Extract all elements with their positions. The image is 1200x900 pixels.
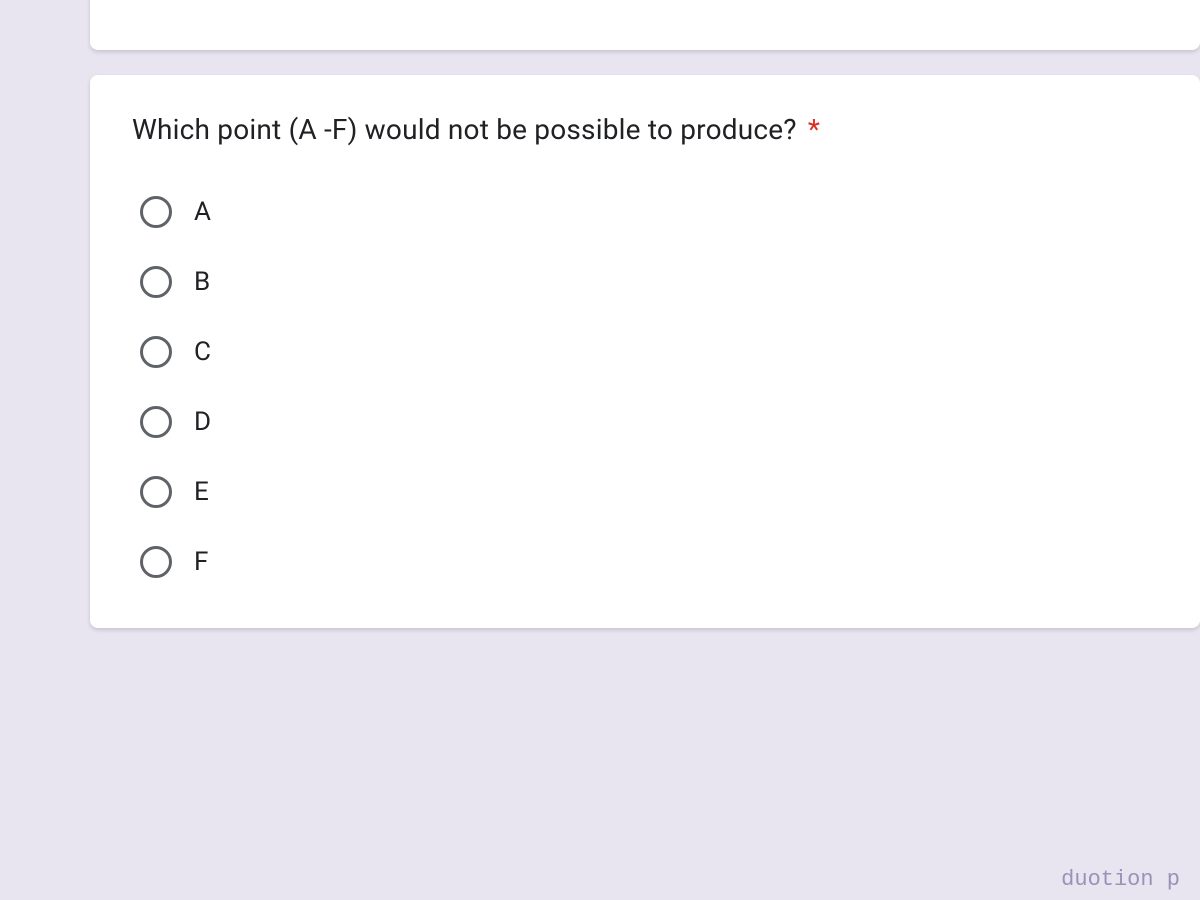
radio-icon[interactable] bbox=[140, 196, 172, 228]
option-row-e[interactable]: E bbox=[140, 476, 1158, 508]
option-row-f[interactable]: F bbox=[140, 546, 1158, 578]
radio-icon[interactable] bbox=[140, 266, 172, 298]
question-title: Which point (A -F) would not be possible… bbox=[132, 113, 1158, 146]
question-text-content: Which point (A -F) would not be possible… bbox=[132, 113, 797, 146]
radio-icon[interactable] bbox=[140, 406, 172, 438]
option-row-a[interactable]: A bbox=[140, 196, 1158, 228]
question-card: Which point (A -F) would not be possible… bbox=[90, 75, 1200, 628]
option-label: F bbox=[194, 547, 208, 577]
required-asterisk: * bbox=[808, 113, 820, 146]
radio-icon[interactable] bbox=[140, 476, 172, 508]
option-label: C bbox=[194, 337, 211, 367]
radio-icon[interactable] bbox=[140, 336, 172, 368]
option-label: A bbox=[194, 197, 211, 227]
option-label: D bbox=[194, 407, 211, 437]
partial-text-fragment: duotion p bbox=[1061, 867, 1180, 892]
option-label: B bbox=[194, 267, 210, 297]
option-row-d[interactable]: D bbox=[140, 406, 1158, 438]
option-row-c[interactable]: C bbox=[140, 336, 1158, 368]
previous-card-edge bbox=[90, 0, 1200, 50]
option-label: E bbox=[194, 477, 209, 507]
option-row-b[interactable]: B bbox=[140, 266, 1158, 298]
radio-icon[interactable] bbox=[140, 546, 172, 578]
options-container: A B C D E F bbox=[132, 196, 1158, 578]
